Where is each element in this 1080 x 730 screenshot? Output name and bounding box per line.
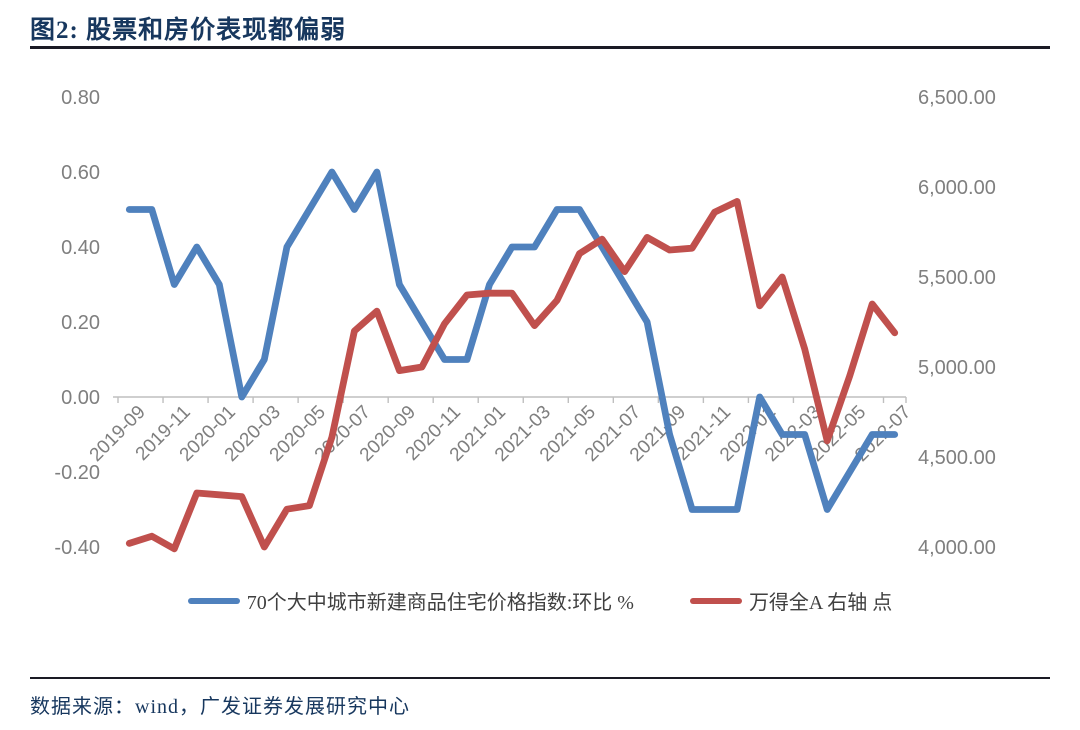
legend-label-home-price-index: 70个大中城市新建商品住宅价格指数:环比 % — [246, 592, 634, 614]
red-line-swatch — [689, 597, 742, 604]
data-source-note: 数据来源：wind，广发证券发展研究中心 — [30, 696, 410, 718]
right-axis-tick-label: 4,500.00 — [918, 447, 996, 469]
series-line-home-price-index — [125, 168, 899, 513]
left-axis-tick-label: 0.40 — [61, 237, 100, 259]
footer-divider — [30, 677, 1050, 679]
left-axis-tick-label: -0.20 — [54, 462, 100, 484]
right-axis-tick-label: 6,500.00 — [918, 87, 996, 109]
left-axis-tick-label: 0.80 — [61, 87, 100, 109]
left-axis-tick-label: 0.60 — [61, 162, 100, 184]
right-axis-tick-label: 5,000.00 — [918, 357, 996, 379]
title-divider — [30, 46, 1050, 49]
chart-legend: 70个大中城市新建商品住宅价格指数:环比 % 万得全A 右轴 点 — [0, 586, 1080, 615]
legend-label-wind-all-a: 万得全A 右轴 点 — [748, 592, 893, 614]
right-axis-tick-label: 5,500.00 — [918, 267, 996, 289]
left-axis-tick-label: 0.20 — [61, 312, 100, 334]
left-axis-tick-label: 0.00 — [61, 387, 100, 409]
figure-title: 图2: 股票和房价表现都偏弱 — [30, 17, 347, 44]
left-axis-tick-label: -0.40 — [54, 537, 100, 559]
legend-item-wind-all-a: 万得全A 右轴 点 — [689, 586, 893, 615]
right-axis-tick-label: 6,000.00 — [918, 177, 996, 199]
legend-item-home-price-index: 70个大中城市新建商品住宅价格指数:环比 % — [187, 586, 634, 615]
blue-line-swatch — [187, 597, 240, 604]
right-axis-tick-label: 4,000.00 — [918, 537, 996, 559]
series-line-wind-all-a — [125, 197, 899, 553]
